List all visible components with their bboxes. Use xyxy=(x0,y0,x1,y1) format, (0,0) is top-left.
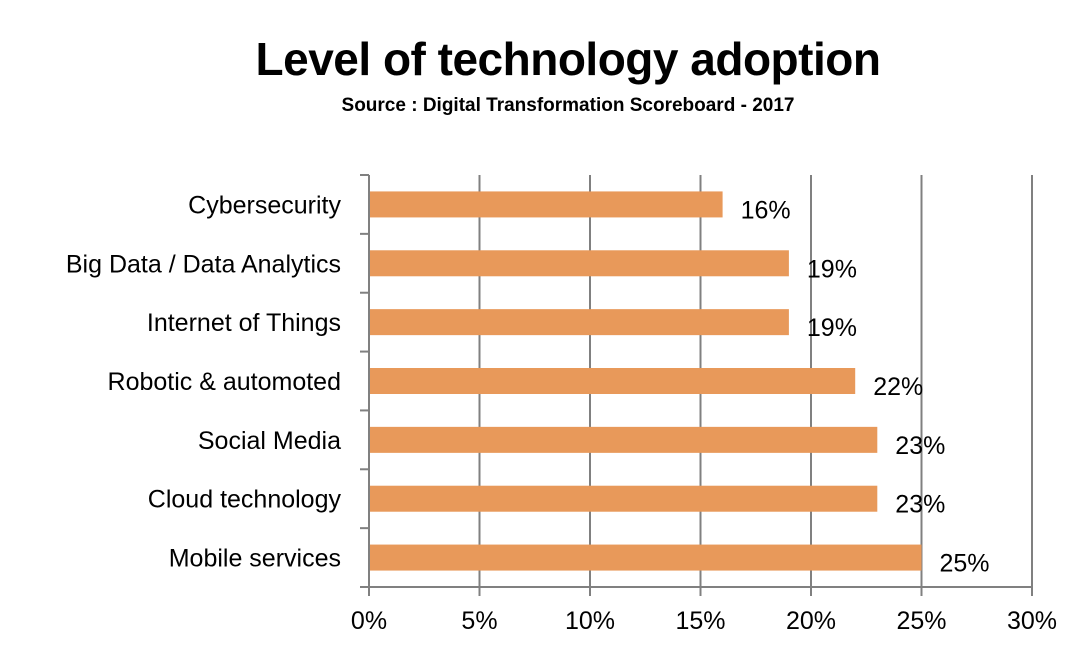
x-tick-label: 0% xyxy=(351,607,387,635)
chart-subtitle: Source : Digital Transformation Scoreboa… xyxy=(341,95,795,116)
bar xyxy=(369,426,878,453)
bar xyxy=(369,191,723,218)
data-label: 16% xyxy=(741,196,791,224)
labels: 0% 5% 10% 15% 20% 25% 30% Cybersecurity 16% Big D… xyxy=(66,191,1057,635)
x-tick-label: 30% xyxy=(1007,607,1057,635)
data-label: 25% xyxy=(940,550,990,578)
bar xyxy=(369,485,878,512)
bars xyxy=(369,191,922,571)
category-label: Internet of Things xyxy=(147,309,341,337)
category-label: Cybersecurity xyxy=(188,191,341,219)
bar xyxy=(369,250,789,277)
data-label: 19% xyxy=(807,255,857,283)
chart-title: Level of technology adoption xyxy=(255,33,881,85)
bar xyxy=(369,309,789,336)
data-label: 19% xyxy=(807,314,857,342)
x-tick-label: 15% xyxy=(675,607,725,635)
data-label: 23% xyxy=(895,491,945,519)
x-tick-label: 10% xyxy=(565,607,615,635)
category-label: Social Media xyxy=(198,427,341,455)
bar xyxy=(369,544,922,571)
category-label: Mobile services xyxy=(169,545,341,573)
data-label: 23% xyxy=(895,432,945,460)
x-tick-label: 5% xyxy=(461,607,497,635)
category-label: Cloud technology xyxy=(148,486,342,514)
x-tick-label: 20% xyxy=(786,607,836,635)
data-label: 22% xyxy=(873,373,923,401)
bar xyxy=(369,368,856,394)
category-label: Robotic & automoted xyxy=(108,368,341,396)
axes xyxy=(360,174,1033,596)
category-label: Big Data / Data Analytics xyxy=(66,250,341,278)
x-tick-label: 25% xyxy=(896,607,946,635)
